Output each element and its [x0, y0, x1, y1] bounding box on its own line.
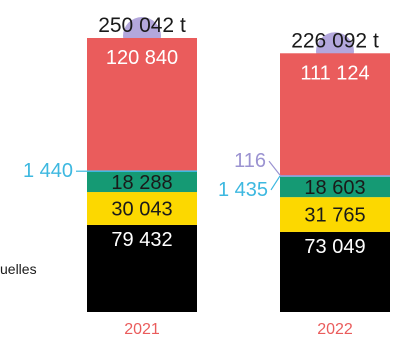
- value-label-s2-2022: 18 603: [304, 177, 365, 199]
- bar-segment-s1-2022: [280, 197, 390, 232]
- value-label-s3-2022: 1 435: [218, 179, 268, 201]
- total-label-2022: 226 092 t: [291, 29, 379, 52]
- bar-segment-s3-2021: [87, 170, 197, 172]
- category-label-2022: 2022: [317, 321, 353, 338]
- value-label-s0-2021: 79 432: [111, 229, 172, 251]
- value-labels: 79 432 30 043 18 288 1 440 120 840 250 042 t 2…: [23, 14, 379, 338]
- value-label-s1-2022: 31 765: [304, 205, 365, 227]
- value-label-s5-2021: 120 840: [106, 47, 178, 69]
- leader-line-s3-2022: [270, 175, 281, 191]
- bar-segment-s5-2022: [280, 53, 390, 176]
- legend-fragment: uelles: [0, 261, 37, 277]
- bar-segment-s0-2021: [87, 224, 197, 312]
- leader-line-s4-2022: [268, 160, 281, 176]
- bar-segment-s2-2022: [280, 176, 390, 198]
- total-label-2021: 250 042 t: [98, 14, 186, 37]
- value-label-s0-2022: 73 049: [304, 236, 365, 258]
- bar-segments: [87, 37, 390, 312]
- bar-segment-s2-2021: [87, 171, 197, 193]
- value-label-s1-2021: 30 043: [111, 198, 172, 220]
- value-label-s5-2022: 111 124: [300, 62, 369, 84]
- bar-segment-s0-2022: [280, 231, 390, 312]
- bar-segment-s5-2021: [87, 37, 197, 171]
- category-label-2021: 2021: [124, 321, 160, 338]
- value-label-s3-2021: 1 440: [23, 160, 73, 182]
- bar-segment-s1-2021: [87, 192, 197, 225]
- value-label-s2-2021: 18 288: [111, 172, 172, 194]
- bar-segment-s4-2022: [280, 175, 390, 177]
- value-label-s4-2022: 116: [234, 150, 266, 172]
